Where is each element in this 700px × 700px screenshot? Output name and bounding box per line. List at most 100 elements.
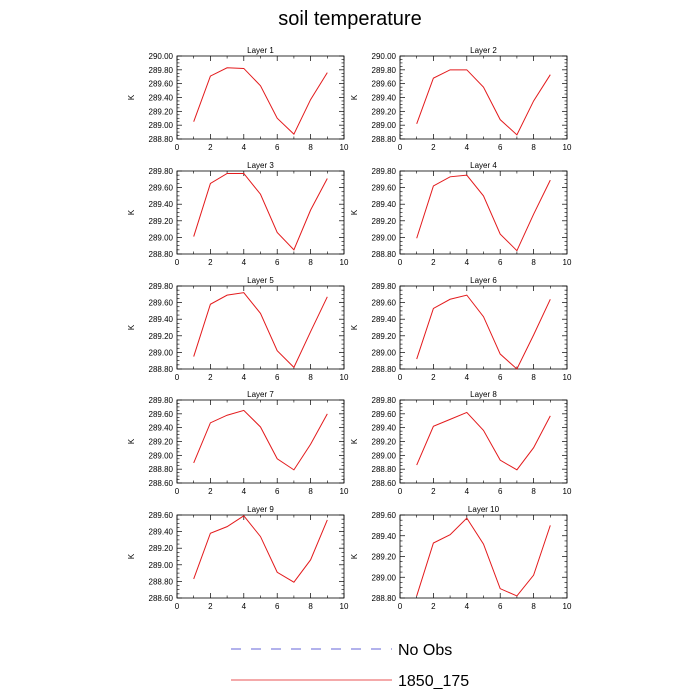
y-axis-label: K [350, 94, 359, 100]
panel-10: Layer 10 0 2 4 6 8 10 288.80 289.00 289.20 289.40 2… [350, 505, 572, 611]
y-tick-label: 289.00 [149, 561, 174, 570]
y-tick-label: 289.40 [372, 94, 397, 103]
x-tick-label: 10 [340, 373, 349, 382]
plot-frame [176, 285, 345, 370]
y-tick-label: 289.20 [149, 217, 174, 226]
plot-frame [399, 514, 568, 599]
x-tick-label: 2 [431, 258, 436, 267]
x-tick-label: 0 [175, 373, 180, 382]
x-tick-label: 6 [275, 258, 280, 267]
x-tick-label: 2 [208, 143, 213, 152]
y-tick-label: 289.00 [372, 573, 397, 582]
y-tick-label: 289.00 [372, 348, 397, 357]
y-axis-label: K [350, 438, 359, 444]
x-tick-label: 4 [465, 487, 470, 496]
x-tick-label: 6 [498, 602, 503, 611]
x-tick-label: 10 [340, 487, 349, 496]
panel-title: Layer 8 [470, 390, 497, 399]
x-tick-label: 0 [398, 487, 403, 496]
x-tick-label: 4 [465, 143, 470, 152]
y-tick-label: 289.20 [372, 438, 397, 447]
x-tick-label: 4 [465, 373, 470, 382]
x-tick-label: 8 [531, 373, 536, 382]
y-tick-label: 288.60 [372, 479, 397, 488]
x-tick-label: 10 [563, 487, 572, 496]
y-tick-label: 289.40 [149, 528, 174, 537]
y-axis-label: K [127, 94, 136, 100]
x-tick-label: 0 [398, 602, 403, 611]
series-line [193, 172, 328, 251]
plot-frame [399, 55, 568, 140]
plot-frame [399, 399, 568, 484]
legend-label: No Obs [398, 642, 452, 659]
x-tick-label: 6 [275, 487, 280, 496]
y-tick-label: 289.40 [149, 424, 174, 433]
y-tick-label: 289.40 [372, 315, 397, 324]
y-tick-label: 288.80 [372, 365, 397, 374]
x-tick-label: 6 [498, 487, 503, 496]
x-tick-label: 8 [308, 373, 313, 382]
panel-2: Layer 2 0 2 4 6 8 10 288.80 289.00 289.20 289.40 28… [350, 46, 572, 152]
y-tick-label: 289.40 [372, 532, 397, 541]
panel-title: Layer 2 [470, 46, 497, 55]
y-tick-label: 289.80 [149, 282, 174, 291]
series-line [416, 174, 551, 252]
y-tick-label: 290.00 [372, 52, 397, 61]
y-tick-label: 289.80 [372, 396, 397, 405]
panel-title: Layer 6 [470, 276, 497, 285]
x-tick-label: 6 [498, 258, 503, 267]
x-tick-label: 0 [175, 487, 180, 496]
y-tick-label: 288.60 [149, 479, 174, 488]
x-tick-label: 6 [275, 373, 280, 382]
y-tick-label: 289.20 [149, 332, 174, 341]
x-tick-label: 4 [465, 602, 470, 611]
y-tick-label: 289.80 [149, 396, 174, 405]
x-tick-label: 8 [308, 487, 313, 496]
y-tick-label: 289.60 [149, 410, 174, 419]
series-line [416, 69, 551, 136]
y-tick-label: 289.00 [149, 348, 174, 357]
x-tick-label: 2 [208, 258, 213, 267]
x-tick-label: 10 [563, 143, 572, 152]
x-tick-label: 0 [175, 143, 180, 152]
y-tick-label: 289.60 [149, 80, 174, 89]
y-axis-label: K [350, 553, 359, 559]
y-tick-label: 288.80 [149, 135, 174, 144]
y-tick-label: 290.00 [149, 52, 174, 61]
x-tick-label: 10 [340, 602, 349, 611]
x-tick-label: 0 [398, 373, 403, 382]
x-tick-label: 0 [398, 143, 403, 152]
x-tick-label: 2 [208, 602, 213, 611]
y-tick-label: 289.60 [149, 184, 174, 193]
x-tick-label: 4 [242, 602, 247, 611]
y-tick-label: 288.80 [372, 250, 397, 259]
y-tick-label: 288.80 [372, 594, 397, 603]
x-tick-label: 6 [498, 373, 503, 382]
x-tick-label: 4 [242, 487, 247, 496]
series-line [193, 515, 328, 583]
x-tick-label: 8 [531, 143, 536, 152]
y-tick-label: 289.20 [372, 553, 397, 562]
plot-frame [176, 170, 345, 255]
panel-title: Layer 7 [247, 390, 274, 399]
y-tick-label: 289.20 [149, 438, 174, 447]
x-tick-label: 8 [531, 258, 536, 267]
panel-7: Layer 7 0 2 4 6 8 10 288.60 288.80 289.00 289.20 28… [127, 390, 349, 496]
x-tick-label: 4 [465, 258, 470, 267]
y-tick-label: 289.40 [372, 200, 397, 209]
series-line [193, 292, 328, 369]
y-tick-label: 288.80 [372, 135, 397, 144]
y-tick-label: 289.20 [149, 107, 174, 116]
x-tick-label: 2 [208, 373, 213, 382]
x-tick-label: 4 [242, 373, 247, 382]
y-tick-label: 289.20 [372, 107, 397, 116]
y-tick-label: 289.20 [372, 217, 397, 226]
y-tick-label: 289.40 [149, 94, 174, 103]
x-tick-label: 2 [431, 487, 436, 496]
series-line [193, 409, 328, 471]
y-tick-label: 289.00 [372, 121, 397, 130]
x-tick-label: 10 [563, 258, 572, 267]
y-axis-label: K [127, 324, 136, 330]
y-tick-label: 288.80 [149, 577, 174, 586]
